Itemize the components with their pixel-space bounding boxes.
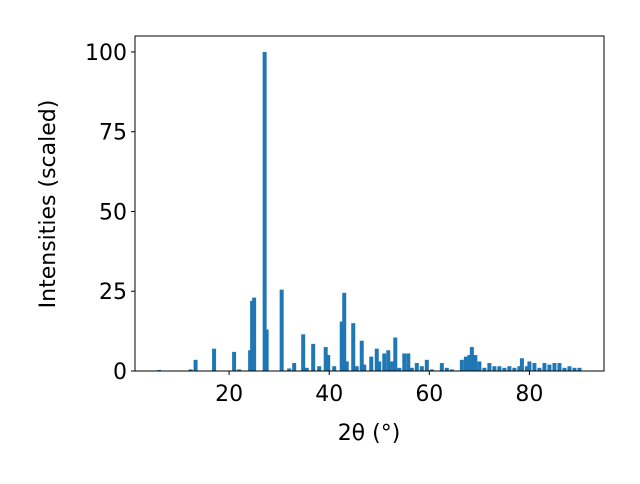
bar (311, 343, 316, 371)
bar (287, 368, 292, 371)
bar (524, 366, 529, 371)
bar (519, 358, 524, 371)
bar (386, 350, 391, 371)
bar (419, 366, 424, 371)
bar (188, 369, 193, 371)
axes-frame (134, 35, 605, 372)
bar (252, 297, 257, 371)
y-tick-label: 0 (113, 360, 127, 385)
bar (301, 334, 306, 371)
bar (477, 361, 482, 371)
bar (532, 363, 537, 371)
x-tick-label: 80 (515, 382, 543, 407)
x-axis-label: 2θ (°) (338, 421, 401, 446)
y-axis-label: Intensities (scaled) (36, 100, 61, 309)
y-tick-label: 100 (85, 41, 127, 66)
bar (212, 348, 217, 371)
bar (512, 367, 517, 371)
bar (547, 364, 552, 371)
bar (414, 363, 419, 371)
bar (517, 366, 522, 371)
bar (362, 364, 367, 371)
bar (342, 292, 347, 371)
plot-area (157, 51, 582, 371)
bar (354, 366, 359, 371)
bar (332, 366, 337, 371)
x-tick-label: 60 (415, 382, 443, 407)
bar (369, 356, 374, 371)
bar (317, 366, 322, 371)
bar (527, 361, 532, 371)
bar (374, 348, 379, 371)
y-tick-label: 50 (99, 200, 127, 225)
bar (469, 347, 474, 371)
bar (264, 329, 269, 371)
bar (232, 351, 237, 371)
bar (424, 359, 429, 371)
bar (402, 353, 407, 371)
bar (449, 369, 454, 371)
bar (279, 289, 284, 371)
bar (193, 359, 198, 371)
bar (406, 353, 411, 371)
bar (393, 337, 398, 371)
bar (237, 369, 242, 371)
bar (492, 366, 497, 371)
bar (463, 356, 468, 371)
bar (577, 367, 582, 371)
bar (482, 367, 487, 371)
bar (557, 363, 562, 371)
bar (382, 353, 387, 371)
y-tick-label: 75 (99, 121, 127, 146)
x-tick-label: 40 (315, 382, 343, 407)
bar (497, 366, 502, 371)
y-tick-label: 25 (99, 280, 127, 305)
bar (250, 300, 255, 371)
bar (487, 363, 492, 371)
bar (429, 369, 434, 371)
bar (552, 363, 557, 371)
bar (262, 51, 267, 371)
bar (502, 367, 507, 371)
bar (537, 367, 542, 371)
bar (439, 363, 444, 371)
bar (292, 363, 297, 371)
bar (304, 367, 309, 371)
bar (542, 363, 547, 371)
bar (572, 367, 577, 371)
bar (562, 367, 567, 371)
bar (444, 367, 449, 371)
bar (507, 366, 512, 371)
bar (339, 321, 344, 371)
bar (459, 359, 464, 371)
bar (344, 361, 349, 371)
bar (397, 367, 402, 371)
bar (377, 361, 382, 371)
bar (567, 366, 572, 371)
bar (473, 355, 478, 371)
bar (323, 347, 328, 371)
bar (467, 355, 472, 371)
bar (359, 340, 364, 371)
bar (409, 367, 414, 371)
bar (248, 350, 253, 371)
bar (389, 361, 394, 371)
bar (326, 355, 331, 371)
x-tick-label: 20 (215, 382, 243, 407)
bar (351, 323, 356, 371)
